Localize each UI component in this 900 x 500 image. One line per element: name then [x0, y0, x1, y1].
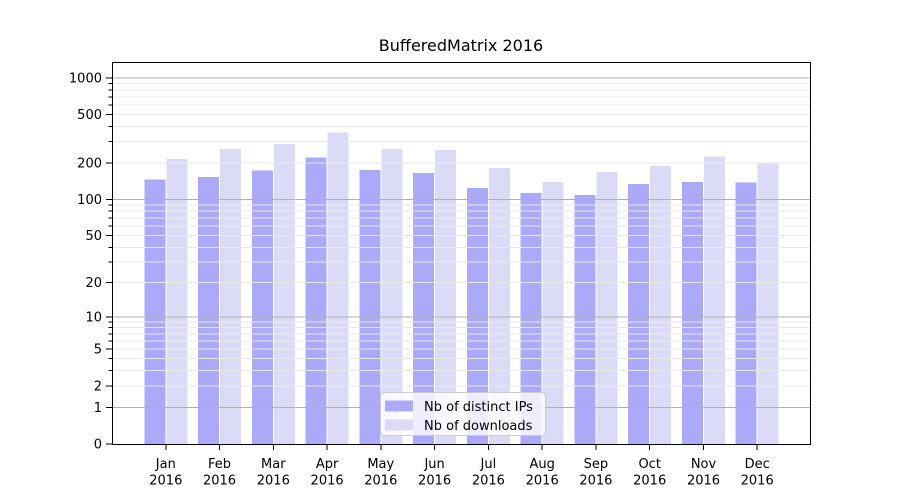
gridlines-layer — [112, 77, 811, 408]
bar-nb-of-downloads-apr — [327, 132, 349, 444]
bar-nb-of-distinct-ips-aug — [520, 193, 542, 444]
x-tick-label-month: Sep — [584, 457, 609, 472]
x-tick-label-year: 2016 — [149, 474, 182, 489]
bar-nb-of-distinct-ips-dec — [735, 182, 757, 444]
bar-nb-of-downloads-nov — [704, 156, 725, 444]
y-tick-label: 100 — [77, 193, 102, 208]
y-tick-label: 200 — [77, 157, 102, 172]
bar-nb-of-downloads-jul — [488, 168, 510, 444]
bar-nb-of-distinct-ips-apr — [305, 157, 327, 444]
legend-swatch-downloads — [385, 419, 413, 431]
x-tick-label-month: May — [367, 457, 394, 472]
plot-border — [112, 62, 811, 445]
bar-nb-of-distinct-ips-jan — [144, 179, 166, 444]
y-tick-label: 1 — [94, 401, 102, 416]
x-tick-label-year: 2016 — [526, 474, 559, 489]
bar-nb-of-distinct-ips-oct — [628, 184, 650, 444]
x-tick-label-year: 2016 — [472, 474, 505, 489]
x-tick-label-year: 2016 — [633, 474, 666, 489]
chart-title: BufferedMatrix 2016 — [379, 36, 543, 55]
x-tick-label-month: Jul — [480, 457, 497, 472]
bar-nb-of-distinct-ips-may — [359, 170, 381, 444]
bar-nb-of-downloads-jan — [166, 159, 188, 444]
x-tick-label-year: 2016 — [364, 474, 397, 489]
x-axis: Jan 2016 Feb 2016 Mar 2016 Apr 2016 May 2016 Jun 20… — [149, 444, 774, 489]
x-tick-label-month: Mar — [261, 457, 286, 472]
bar-nb-of-downloads-oct — [650, 165, 672, 445]
bar-nb-of-distinct-ips-feb — [198, 177, 219, 444]
x-tick-label-month: Jan — [155, 457, 176, 472]
bar-nb-of-downloads-sep — [596, 171, 618, 444]
y-tick-label: 500 — [77, 108, 102, 123]
x-tick-label-month: Jun — [423, 457, 444, 472]
legend-label: Nb of downloads — [424, 419, 533, 434]
y-tick-label: 10 — [85, 311, 102, 326]
x-tick-label-month: Nov — [691, 457, 717, 472]
bars-layer — [144, 132, 779, 445]
legend-box — [380, 392, 546, 436]
bar-nb-of-distinct-ips-jul — [466, 188, 488, 444]
x-tick-label-year: 2016 — [687, 474, 720, 489]
bar-nb-of-distinct-ips-mar — [251, 170, 273, 444]
x-tick-label-year: 2016 — [257, 474, 290, 489]
bar-nb-of-downloads-mar — [273, 144, 295, 444]
plot-frame — [112, 62, 811, 445]
x-tick-label-year: 2016 — [203, 474, 236, 489]
y-tick-label: 20 — [85, 276, 102, 291]
y-tick-label: 1000 — [69, 72, 102, 87]
x-tick-label-year: 2016 — [311, 474, 344, 489]
y-tick-label: 5 — [94, 343, 102, 358]
x-tick-label-month: Dec — [745, 457, 770, 472]
legend-swatch-distinct-ips — [385, 400, 413, 412]
x-tick-label-year: 2016 — [418, 474, 451, 489]
x-tick-label-month: Feb — [208, 457, 231, 472]
bar-nb-of-distinct-ips-nov — [682, 181, 703, 445]
bar-nb-of-distinct-ips-jun — [413, 173, 435, 444]
x-tick-label-month: Aug — [530, 457, 555, 472]
bar-nb-of-downloads-dec — [757, 163, 779, 444]
y-tick-label: 2 — [94, 379, 102, 394]
legend: Nb of distinct IPs Nb of downloads — [380, 392, 546, 436]
x-tick-label-month: Oct — [638, 457, 660, 472]
y-tick-label: 50 — [85, 229, 102, 244]
x-tick-label-year: 2016 — [741, 474, 774, 489]
x-tick-label-year: 2016 — [579, 474, 612, 489]
bar-nb-of-distinct-ips-sep — [574, 195, 596, 444]
bar-nb-of-downloads-feb — [220, 149, 241, 444]
y-axis: 0 1 2 5 10 20 50 100 200 500 1000 — [69, 72, 112, 453]
x-tick-label-month: Apr — [316, 457, 339, 472]
legend-label: Nb of distinct IPs — [424, 400, 533, 415]
y-tick-label: 0 — [94, 438, 102, 453]
